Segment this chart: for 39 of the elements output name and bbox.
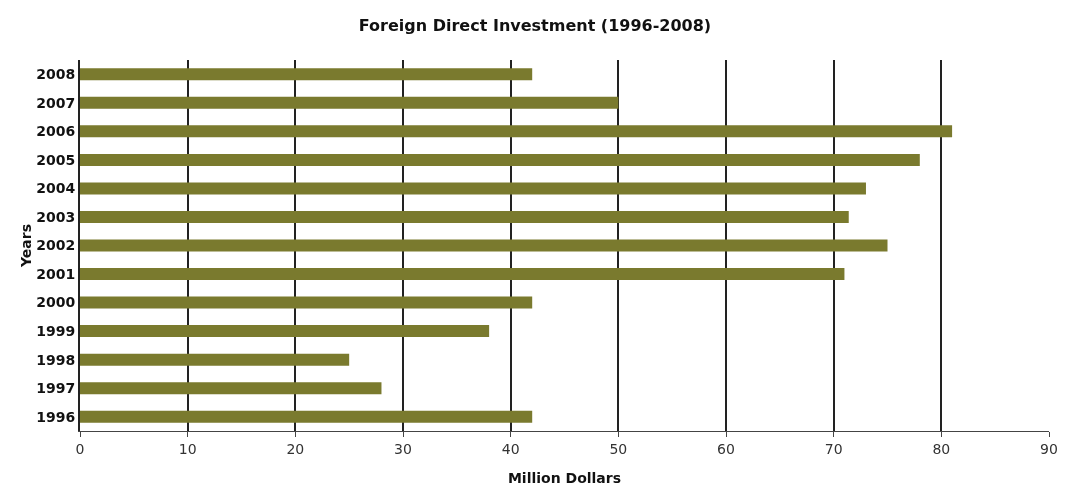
y-tick-label: 2000 — [36, 294, 76, 311]
y-tick-label: 2006 — [36, 123, 76, 140]
bar — [80, 410, 533, 423]
bar — [80, 296, 533, 309]
chart-title: Foreign Direct Investment (1996-2008) — [358, 15, 712, 35]
bar — [80, 182, 866, 195]
y-tick-label: 2005 — [36, 151, 76, 168]
y-tick-label: 2004 — [36, 180, 76, 197]
bar — [80, 125, 953, 138]
x-axis-title: Million Dollars — [507, 470, 622, 486]
bar — [80, 353, 350, 366]
bar — [80, 382, 382, 395]
bar — [80, 239, 888, 252]
x-tick-label: 50 — [609, 440, 628, 457]
x-tick-label: 20 — [286, 440, 305, 457]
x-tick-label: 0 — [75, 440, 85, 457]
x-tick-label: 90 — [1040, 440, 1058, 457]
y-tick-label: 1997 — [36, 380, 76, 397]
y-tick-label: 2002 — [36, 237, 76, 254]
bar — [80, 68, 533, 81]
y-tick-label: 2007 — [36, 94, 76, 111]
x-tick-label: 10 — [178, 440, 197, 457]
y-tick-label: 1999 — [36, 323, 76, 340]
y-tick-label: 2003 — [36, 208, 76, 225]
x-tick-label: 30 — [394, 440, 412, 457]
y-axis-title: Years — [18, 223, 35, 269]
x-tick-label: 60 — [717, 440, 735, 457]
bar — [80, 96, 619, 109]
x-tick-label: 80 — [932, 440, 951, 457]
y-tick-label: 1996 — [36, 408, 76, 425]
bar — [80, 268, 845, 281]
bar — [80, 325, 490, 338]
x-tick-label: 70 — [824, 440, 843, 457]
y-tick-label: 2001 — [36, 265, 76, 282]
bar — [80, 153, 920, 166]
bar — [80, 210, 849, 223]
y-tick-label: 1998 — [36, 351, 76, 368]
y-tick-label: 2008 — [36, 66, 76, 83]
x-tick-label: 40 — [501, 440, 520, 457]
